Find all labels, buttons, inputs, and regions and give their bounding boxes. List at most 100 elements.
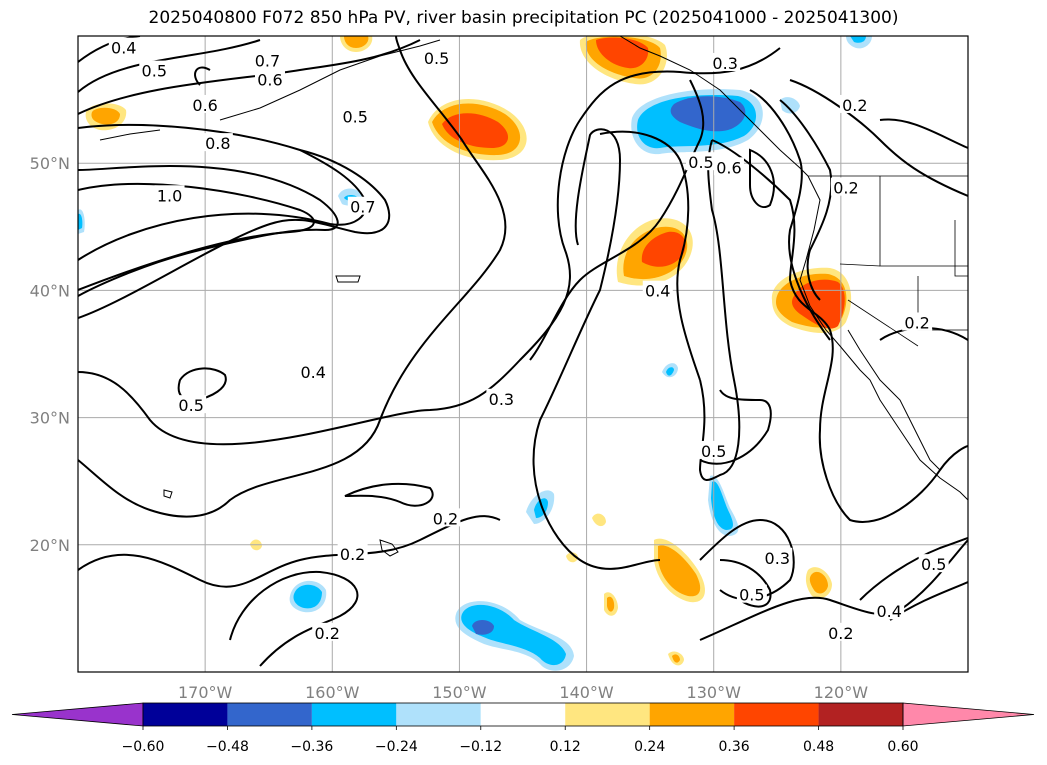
coastline	[219, 39, 441, 121]
pv-contour	[749, 89, 831, 341]
state-border	[847, 299, 919, 347]
contour-label: 0.2	[842, 96, 867, 115]
contour-label-bg	[839, 94, 870, 113]
contour-label: 0.5	[701, 442, 726, 461]
colorbar-tick-label: −0.12	[459, 739, 502, 755]
pc-shading-neg-inner	[472, 620, 494, 635]
contour-label-bg	[340, 106, 371, 125]
colorbar-bin	[565, 703, 650, 726]
contour-label-bg	[252, 50, 283, 69]
contour-label: 0.4	[876, 602, 901, 621]
contour-label-bg	[298, 362, 329, 381]
pc-shading-neg-mid	[78, 213, 83, 230]
colorbar-tick-label: −0.36	[290, 739, 333, 755]
contour-label: 0.2	[314, 624, 339, 643]
pv-contour	[879, 118, 968, 149]
colorbar-bin	[818, 703, 903, 726]
pc-shading-pos-inner	[442, 113, 509, 148]
pv-contour	[749, 148, 775, 208]
pv-contour	[78, 149, 367, 261]
pv-contour	[78, 515, 501, 588]
pc-shading-pos-mid	[672, 654, 680, 663]
pc-shading-neg-outer	[780, 97, 800, 114]
pv-contour	[532, 128, 661, 570]
contour-label: 0.4	[111, 39, 136, 58]
lat-tick-label: 30°N	[30, 409, 70, 428]
pc-shading-neg-mid	[850, 36, 866, 43]
contour-label: 0.5	[921, 555, 946, 574]
pv-contour	[194, 66, 211, 86]
pc-shading-pos-inner	[641, 231, 686, 267]
lon-tick-label: 150°W	[432, 683, 487, 702]
contour-label-bg	[337, 543, 368, 562]
contour-label-bg	[902, 312, 933, 331]
contour-label: 1.0	[157, 186, 182, 205]
contour-label: 0.5	[739, 586, 764, 605]
pc-shading-pos-mid	[607, 596, 615, 612]
pv-contour	[529, 79, 705, 361]
contour-label: 0.2	[828, 624, 853, 643]
pc-shading-pos-mid	[344, 36, 369, 48]
colorbar-tick-label: −0.24	[375, 739, 418, 755]
contour-label: 0.3	[712, 54, 737, 73]
pc-shading-pos-inner	[792, 279, 845, 329]
colorbar-bin	[734, 703, 819, 726]
colorbar-tick-label: 0.60	[887, 739, 918, 755]
chart-title: 2025040800 F072 850 hPa PV, river basin …	[148, 8, 899, 28]
contour-label: 0.6	[716, 158, 741, 177]
contour-label: 0.2	[833, 179, 858, 198]
colorbar-bin	[227, 703, 312, 726]
contour-label: 0.3	[765, 549, 790, 568]
contour-label-bg	[176, 395, 207, 414]
colorbar-extend-high	[902, 702, 1035, 727]
state-border	[954, 220, 968, 277]
coastline	[163, 489, 173, 499]
colorbar-frame	[142, 702, 904, 727]
pv-contour	[698, 139, 741, 481]
contour-label-bg	[190, 94, 221, 113]
pv-contour	[78, 39, 261, 93]
pv-contour	[699, 539, 968, 641]
pc-shading-pos-outer	[592, 513, 606, 527]
contour-label: 0.7	[350, 198, 375, 217]
contour-label-bg	[698, 440, 729, 459]
contour-label-bg	[312, 622, 343, 641]
colorbar-tick-label: −0.60	[122, 739, 165, 755]
pc-shading-pos-mid	[809, 571, 828, 594]
pv-contour	[344, 482, 434, 507]
contour-label: 0.8	[205, 134, 230, 153]
lat-tick-label: 20°N	[30, 536, 70, 555]
coastline	[799, 175, 968, 501]
colorbar-bin	[311, 703, 397, 726]
contour-label: 0.5	[342, 107, 367, 126]
coastline	[847, 329, 941, 471]
plot-frame	[77, 35, 969, 673]
colorbar-tick-label: 0.48	[803, 739, 834, 755]
contour-label-bg	[430, 508, 461, 527]
pv-contour	[229, 570, 359, 667]
contour-label: 0.2	[433, 509, 458, 528]
lon-tick-label: 140°W	[559, 683, 614, 702]
pv-contour	[78, 36, 507, 518]
lat-tick-label: 40°N	[30, 281, 70, 300]
pc-shading-neg-mid	[666, 367, 674, 376]
contour-label-bg	[710, 52, 741, 71]
pc-shading-neg-inner	[670, 96, 746, 132]
pv-contour	[599, 130, 701, 381]
colorbar-bin	[649, 703, 735, 726]
contour-label-bg	[202, 133, 233, 152]
lat-tick-label: 50°N	[30, 154, 70, 173]
pv-contour	[699, 389, 772, 465]
contour-label: 0.2	[340, 545, 365, 564]
contour-label-bg	[642, 280, 673, 299]
coastline	[99, 129, 161, 141]
contour-label-bg	[713, 157, 744, 176]
contour-label: 0.4	[645, 282, 670, 301]
contour-label-bg	[825, 622, 856, 641]
contour-label-bg	[736, 584, 767, 603]
contour-label: 0.5	[688, 153, 713, 172]
contour-label: 0.5	[142, 62, 167, 81]
lon-tick-label: 130°W	[687, 683, 742, 702]
contour-label-bg	[918, 554, 949, 573]
